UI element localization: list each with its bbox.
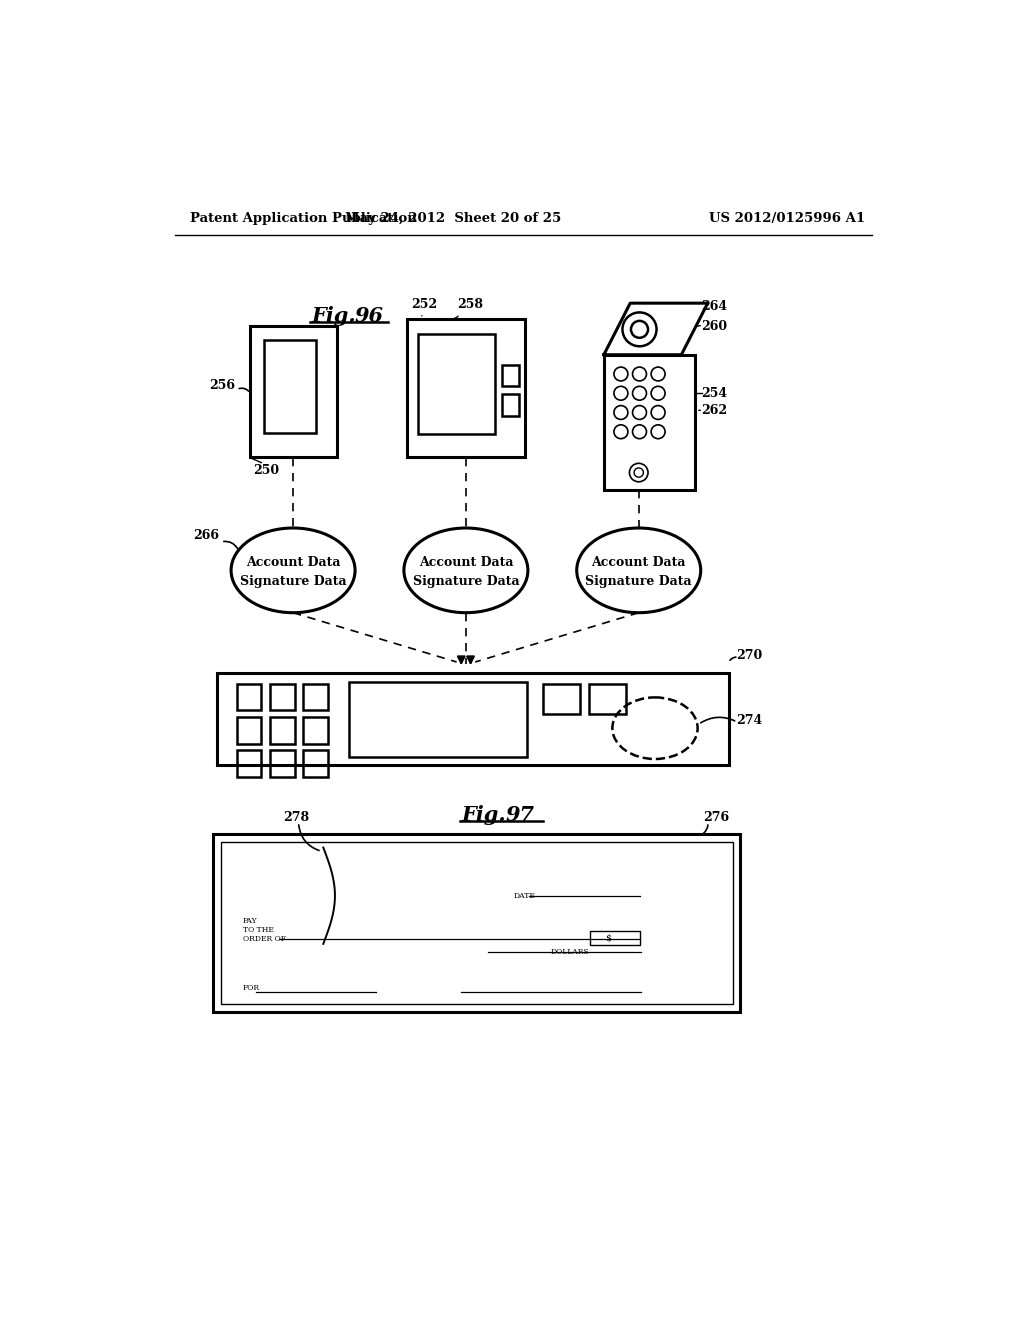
Text: FOR: FOR	[243, 985, 260, 993]
Bar	[270, 750, 295, 776]
Text: Signature Data: Signature Data	[413, 574, 519, 587]
Bar	[303, 684, 328, 710]
Text: Signature Data: Signature Data	[586, 574, 692, 587]
Bar	[237, 717, 261, 743]
Bar	[502, 364, 518, 387]
Text: ORDER OF: ORDER OF	[243, 935, 286, 944]
Bar	[237, 750, 261, 776]
Text: 97: 97	[506, 805, 535, 825]
Text: 96: 96	[354, 306, 383, 326]
Bar	[418, 334, 496, 434]
Text: PAY: PAY	[243, 916, 257, 925]
Bar	[237, 684, 261, 710]
Text: Account Data: Account Data	[592, 556, 686, 569]
Text: Account Data: Account Data	[246, 556, 340, 569]
Text: 254: 254	[701, 387, 728, 400]
Text: US 2012/0125996 A1: US 2012/0125996 A1	[710, 213, 865, 224]
Bar	[213, 834, 740, 1011]
Polygon shape	[604, 304, 708, 355]
Bar	[217, 673, 729, 766]
Text: 256: 256	[209, 379, 234, 392]
Bar	[349, 682, 527, 758]
Bar	[303, 717, 328, 743]
Bar	[263, 341, 316, 433]
Text: 252: 252	[411, 298, 437, 312]
Text: May 24, 2012  Sheet 20 of 25: May 24, 2012 Sheet 20 of 25	[345, 213, 561, 224]
Text: TO THE: TO THE	[243, 925, 273, 935]
Text: $: $	[605, 933, 611, 942]
Text: 266: 266	[194, 529, 219, 543]
Bar	[590, 931, 640, 945]
Bar	[270, 717, 295, 743]
Bar	[221, 842, 732, 1003]
Text: 262: 262	[701, 404, 728, 417]
Text: Account Data: Account Data	[419, 556, 513, 569]
Bar	[502, 395, 518, 416]
Text: Fig.: Fig.	[461, 805, 506, 825]
Text: Fig.: Fig.	[311, 306, 356, 326]
Bar	[250, 326, 337, 457]
Text: 258: 258	[458, 298, 483, 312]
Text: DOLLARS: DOLLARS	[550, 948, 589, 956]
Bar	[604, 355, 695, 490]
Text: DATE: DATE	[514, 892, 536, 900]
Text: 278: 278	[283, 812, 309, 825]
Text: 260: 260	[701, 319, 728, 333]
Text: 276: 276	[703, 812, 729, 825]
Bar	[543, 684, 580, 714]
Text: 270: 270	[736, 648, 763, 661]
Text: Signature Data: Signature Data	[240, 574, 346, 587]
Text: Patent Application Publication: Patent Application Publication	[190, 213, 417, 224]
Text: 264: 264	[701, 300, 728, 313]
Bar	[407, 318, 524, 457]
Bar	[589, 684, 627, 714]
Text: 250: 250	[254, 465, 280, 477]
Bar	[270, 684, 295, 710]
Text: 274: 274	[736, 714, 763, 727]
Bar	[303, 750, 328, 776]
